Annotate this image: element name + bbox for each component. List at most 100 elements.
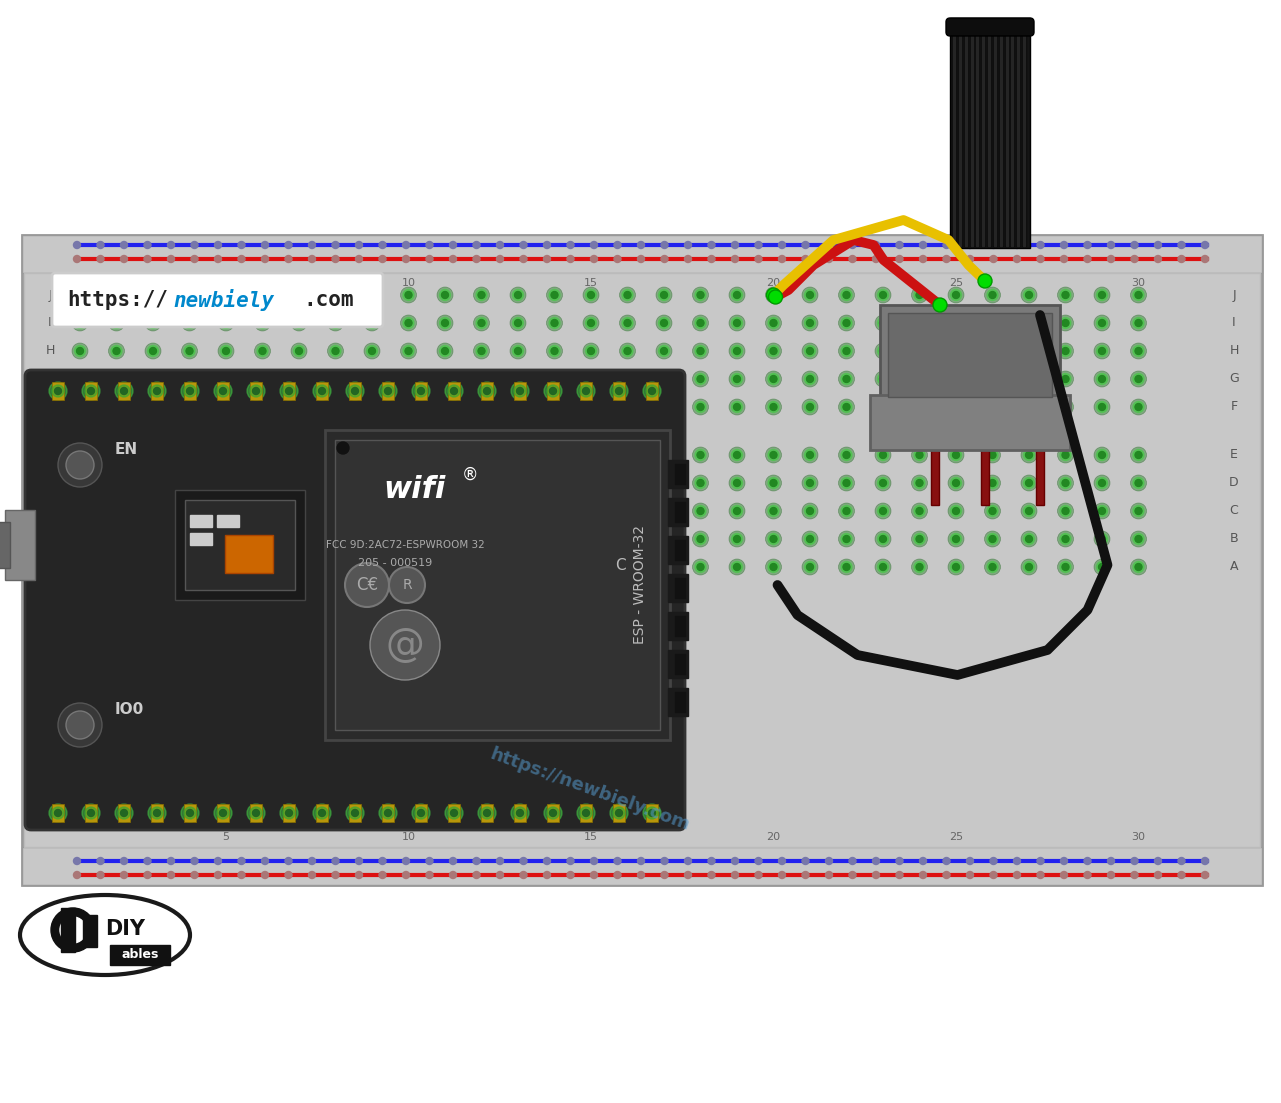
Circle shape bbox=[257, 561, 268, 572]
Circle shape bbox=[186, 507, 193, 514]
Circle shape bbox=[638, 256, 644, 263]
Bar bbox=[110, 945, 170, 965]
Circle shape bbox=[111, 478, 122, 489]
Circle shape bbox=[915, 505, 925, 516]
Circle shape bbox=[405, 375, 412, 383]
Circle shape bbox=[615, 387, 623, 395]
Circle shape bbox=[1058, 503, 1073, 520]
Circle shape bbox=[261, 857, 269, 865]
Circle shape bbox=[875, 447, 892, 463]
Circle shape bbox=[614, 242, 621, 248]
Circle shape bbox=[478, 320, 485, 326]
Circle shape bbox=[82, 382, 100, 400]
Circle shape bbox=[418, 810, 424, 816]
Circle shape bbox=[550, 318, 560, 329]
Circle shape bbox=[1058, 475, 1073, 491]
Circle shape bbox=[474, 343, 489, 358]
Circle shape bbox=[332, 507, 339, 514]
Circle shape bbox=[218, 343, 234, 358]
Bar bbox=[971, 20, 972, 246]
Circle shape bbox=[588, 451, 594, 459]
Circle shape bbox=[877, 401, 889, 413]
Circle shape bbox=[328, 399, 343, 415]
Circle shape bbox=[293, 318, 305, 329]
Circle shape bbox=[731, 401, 743, 413]
Circle shape bbox=[510, 559, 526, 575]
Circle shape bbox=[658, 345, 670, 356]
Circle shape bbox=[620, 503, 635, 520]
Circle shape bbox=[120, 256, 128, 263]
Circle shape bbox=[437, 475, 453, 491]
Bar bbox=[870, 395, 1070, 450]
Circle shape bbox=[510, 343, 526, 358]
Circle shape bbox=[1058, 447, 1073, 463]
Circle shape bbox=[257, 505, 268, 516]
Circle shape bbox=[1094, 287, 1111, 303]
Circle shape bbox=[951, 345, 962, 356]
Circle shape bbox=[804, 345, 816, 356]
Circle shape bbox=[769, 450, 779, 460]
Circle shape bbox=[168, 242, 174, 248]
Circle shape bbox=[332, 347, 339, 354]
Circle shape bbox=[478, 291, 485, 299]
Circle shape bbox=[182, 315, 197, 331]
Circle shape bbox=[259, 375, 266, 383]
Circle shape bbox=[332, 375, 339, 383]
Circle shape bbox=[109, 503, 124, 520]
Circle shape bbox=[729, 447, 746, 463]
Circle shape bbox=[989, 480, 997, 486]
Circle shape bbox=[118, 385, 129, 397]
Circle shape bbox=[1135, 451, 1141, 459]
Circle shape bbox=[184, 345, 195, 356]
Circle shape bbox=[147, 318, 159, 329]
Circle shape bbox=[364, 371, 380, 387]
Circle shape bbox=[147, 345, 159, 356]
Circle shape bbox=[255, 371, 270, 387]
Circle shape bbox=[656, 371, 673, 387]
Circle shape bbox=[473, 256, 480, 263]
Circle shape bbox=[1097, 374, 1108, 385]
Circle shape bbox=[412, 804, 430, 822]
Circle shape bbox=[1059, 478, 1071, 489]
Circle shape bbox=[214, 804, 232, 822]
Circle shape bbox=[1013, 256, 1021, 263]
Circle shape bbox=[516, 387, 524, 395]
Circle shape bbox=[708, 871, 715, 878]
Circle shape bbox=[113, 507, 120, 514]
Circle shape bbox=[614, 256, 621, 263]
Circle shape bbox=[766, 503, 781, 520]
Circle shape bbox=[364, 531, 380, 547]
Circle shape bbox=[1038, 871, 1044, 878]
Circle shape bbox=[656, 343, 673, 358]
Circle shape bbox=[113, 347, 120, 354]
Text: E: E bbox=[1230, 449, 1237, 461]
Circle shape bbox=[1135, 347, 1141, 354]
Circle shape bbox=[186, 564, 193, 570]
Text: 10: 10 bbox=[401, 278, 415, 288]
Circle shape bbox=[985, 371, 1000, 387]
Circle shape bbox=[1094, 475, 1111, 491]
Text: H: H bbox=[45, 344, 55, 357]
Circle shape bbox=[661, 320, 667, 326]
Circle shape bbox=[1131, 399, 1146, 415]
Circle shape bbox=[623, 534, 633, 545]
Circle shape bbox=[802, 447, 819, 463]
Circle shape bbox=[880, 291, 886, 299]
Circle shape bbox=[382, 385, 395, 397]
Circle shape bbox=[510, 447, 526, 463]
Circle shape bbox=[948, 399, 965, 415]
Circle shape bbox=[516, 810, 524, 816]
Circle shape bbox=[186, 404, 193, 410]
Circle shape bbox=[184, 385, 196, 397]
Circle shape bbox=[614, 807, 625, 820]
Circle shape bbox=[843, 535, 851, 543]
Circle shape bbox=[85, 385, 97, 397]
Bar bbox=[951, 18, 1030, 248]
Circle shape bbox=[656, 475, 673, 491]
Circle shape bbox=[623, 478, 633, 489]
Circle shape bbox=[184, 807, 196, 820]
Text: D: D bbox=[45, 476, 55, 490]
Circle shape bbox=[328, 559, 343, 575]
Circle shape bbox=[77, 535, 83, 543]
Bar bbox=[667, 688, 688, 716]
